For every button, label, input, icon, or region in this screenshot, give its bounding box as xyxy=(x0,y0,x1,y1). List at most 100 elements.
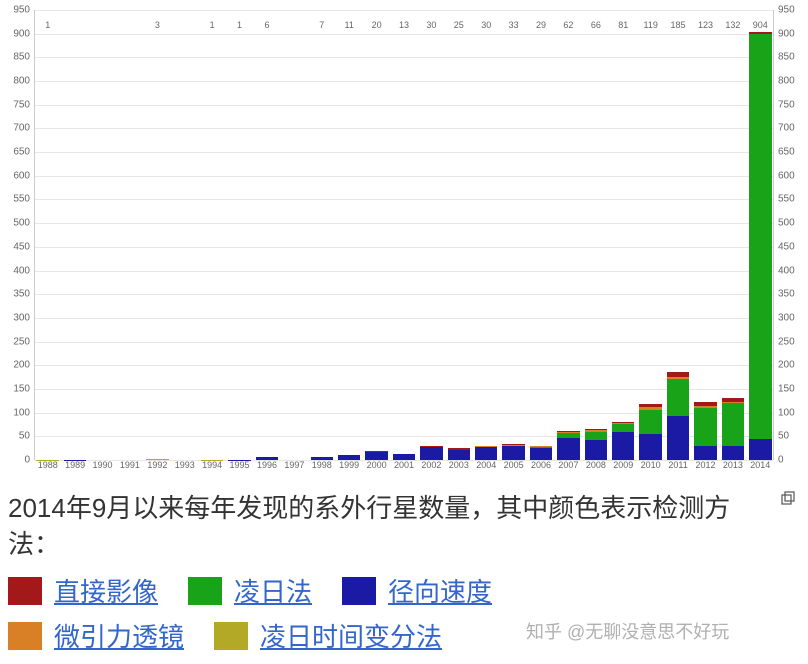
y-tick-left: 950 xyxy=(4,5,30,16)
y-tick-right: 700 xyxy=(778,123,804,134)
bar-segment-radial_velocity xyxy=(639,434,661,460)
legend-swatch xyxy=(342,577,376,605)
legend-label-link[interactable]: 微引力透镜 xyxy=(54,617,184,654)
y-tick-left: 500 xyxy=(4,218,30,229)
bar-segment-radial_velocity xyxy=(749,439,771,460)
bar-total-label: 13 xyxy=(399,20,409,30)
y-tick-right: 50 xyxy=(778,431,804,442)
y-tick-left: 350 xyxy=(4,289,30,300)
bar-segment-radial_velocity xyxy=(530,447,552,460)
bar-total-label: 119 xyxy=(643,20,657,30)
bar-segment-microlensing xyxy=(667,377,689,378)
y-tick-right: 200 xyxy=(778,360,804,371)
x-tick-label: 1990 xyxy=(93,460,113,470)
y-tick-left: 550 xyxy=(4,194,30,205)
expand-icon[interactable] xyxy=(780,490,796,506)
x-tick-label: 2001 xyxy=(394,460,414,470)
legend-swatch xyxy=(8,577,42,605)
bar-total-label: 185 xyxy=(671,20,686,30)
bar-segment-microlensing xyxy=(502,445,524,446)
bar-total-label: 904 xyxy=(753,20,768,30)
bar-segment-microlensing xyxy=(722,402,744,403)
y-tick-right: 250 xyxy=(778,336,804,347)
bar-segment-microlensing xyxy=(585,430,607,431)
bar-segment-direct_imaging xyxy=(639,404,661,407)
bar-segment-direct_imaging xyxy=(749,32,771,34)
bar-segment-microlensing xyxy=(612,422,634,424)
bar-segment-transit xyxy=(612,424,634,432)
x-tick-label: 2012 xyxy=(695,460,715,470)
x-tick-label: 1999 xyxy=(339,460,359,470)
legend-label-link[interactable]: 径向速度 xyxy=(388,572,492,609)
y-tick-right: 900 xyxy=(778,28,804,39)
y-tick-left: 400 xyxy=(4,265,30,276)
bar-total-label: 25 xyxy=(454,20,464,30)
x-tick-label: 1998 xyxy=(312,460,332,470)
bar-total-label: 30 xyxy=(481,20,491,30)
x-tick-label: 1997 xyxy=(284,460,304,470)
bar-segment-radial_velocity xyxy=(448,450,470,460)
bar-segment-direct_imaging xyxy=(722,398,744,402)
bar-segment-direct_imaging xyxy=(557,431,579,432)
y-tick-right: 550 xyxy=(778,194,804,205)
bar-total-label: 1 xyxy=(45,20,50,30)
y-tick-left: 800 xyxy=(4,76,30,87)
y-tick-left: 250 xyxy=(4,336,30,347)
x-tick-label: 1989 xyxy=(65,460,85,470)
y-tick-right: 400 xyxy=(778,265,804,276)
bar-segment-radial_velocity xyxy=(557,438,579,460)
x-tick-label: 2000 xyxy=(367,460,387,470)
x-tick-label: 1994 xyxy=(202,460,222,470)
x-tick-label: 2011 xyxy=(668,460,687,470)
legend-label-link[interactable]: 凌日时间变分法 xyxy=(260,617,442,654)
bar-total-label: 33 xyxy=(509,20,519,30)
legend-label-link[interactable]: 凌日法 xyxy=(234,572,312,609)
legend-swatch xyxy=(8,622,42,650)
legend-item-microlensing: 微引力透镜 xyxy=(8,617,184,654)
bar-total-label: 11 xyxy=(345,20,354,30)
bar-segment-direct_imaging xyxy=(667,372,689,377)
bar-segment-transit xyxy=(475,446,497,447)
bar-segment-radial_velocity xyxy=(694,446,716,460)
bar-total-label: 123 xyxy=(698,20,713,30)
x-tick-label: 2005 xyxy=(504,460,524,470)
x-tick-label: 1991 xyxy=(120,460,140,470)
legend-item-timing: 凌日时间变分法 xyxy=(214,617,442,654)
y-tick-left: 900 xyxy=(4,28,30,39)
legend: 直接影像 凌日法 径向速度微引力透镜 凌日时间变分法 xyxy=(8,572,798,662)
bar-total-label: 3 xyxy=(155,20,160,30)
y-tick-right: 600 xyxy=(778,170,804,181)
legend-label-link[interactable]: 直接影像 xyxy=(54,572,158,609)
bar-segment-transit xyxy=(639,410,661,435)
legend-item-transit: 凌日法 xyxy=(188,572,312,609)
y-tick-left: 450 xyxy=(4,241,30,252)
bar-segment-transit xyxy=(667,379,689,417)
y-tick-right: 150 xyxy=(778,383,804,394)
x-tick-label: 2014 xyxy=(750,460,770,470)
legend-swatch xyxy=(188,577,222,605)
x-tick-label: 2013 xyxy=(723,460,743,470)
bar-segment-microlensing xyxy=(694,406,716,408)
bar-total-label: 62 xyxy=(563,20,573,30)
y-tick-left: 150 xyxy=(4,383,30,394)
bar-total-label: 6 xyxy=(264,20,269,30)
bar-segment-transit xyxy=(722,403,744,446)
bar-total-label: 7 xyxy=(319,20,324,30)
y-tick-right: 500 xyxy=(778,218,804,229)
y-tick-right: 350 xyxy=(778,289,804,300)
y-tick-left: 600 xyxy=(4,170,30,181)
y-tick-right: 100 xyxy=(778,407,804,418)
y-tick-right: 750 xyxy=(778,99,804,110)
x-tick-label: 1995 xyxy=(230,460,250,470)
y-tick-right: 850 xyxy=(778,52,804,63)
y-tick-right: 450 xyxy=(778,241,804,252)
watermark-text: 知乎 @无聊没意思不好玩 xyxy=(526,618,729,644)
bar-total-label: 132 xyxy=(725,20,740,30)
bar-segment-radial_velocity xyxy=(722,446,744,460)
bar-segment-radial_velocity xyxy=(365,451,387,460)
x-tick-label: 2006 xyxy=(531,460,551,470)
bar-segment-transit xyxy=(694,408,716,446)
x-tick-label: 1992 xyxy=(147,460,167,470)
bar-segment-direct_imaging xyxy=(694,402,716,406)
bar-total-label: 81 xyxy=(618,20,628,30)
